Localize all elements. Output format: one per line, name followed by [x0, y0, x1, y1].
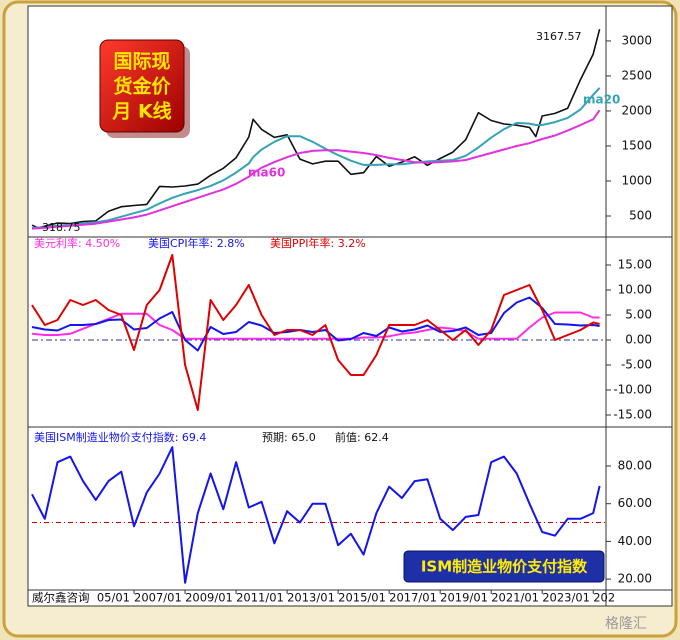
series-line	[31, 254, 600, 411]
y-tick-label: 40.00	[618, 534, 652, 548]
series-line	[31, 87, 601, 229]
series-line	[31, 109, 601, 230]
y-tick-label: 500	[629, 208, 652, 222]
y-tick-label: -10.00	[613, 383, 652, 397]
y-tick-label: 60.00	[618, 496, 652, 510]
annotation: 318.75	[42, 221, 81, 234]
y-tick-label: 80.00	[618, 459, 652, 473]
y-tick-label: 0.00	[625, 333, 652, 347]
legend-label: 美国PPI年率: 3.2%	[270, 236, 366, 250]
x-tick-label: 2017/01	[389, 591, 437, 605]
legend-label: ma60	[248, 166, 285, 180]
footer-bg	[29, 591, 93, 605]
x-tick-label: 05/01	[97, 591, 130, 605]
x-tick-label: 2021/01	[491, 591, 539, 605]
label-box	[403, 550, 605, 583]
annotation: 3167.57	[536, 30, 582, 43]
label-box-text: ISM制造业物价支付指数	[421, 558, 588, 576]
y-tick-label: -5.00	[621, 358, 652, 372]
chart-title: 货金价	[113, 75, 171, 98]
y-tick-label: 1500	[621, 138, 652, 152]
annotation: 预期: 65.0	[262, 431, 316, 444]
y-tick-label: 1000	[621, 173, 652, 187]
footer: 威尔鑫咨询	[32, 591, 90, 605]
legend-label: 美国ISM制造业物价支付指数: 69.4	[34, 430, 206, 444]
x-tick-label: 2019/01	[440, 591, 488, 605]
legend-label: 美元利率: 4.50%	[34, 236, 120, 250]
annotation: 前值: 62.4	[335, 430, 389, 444]
title-bg	[99, 39, 185, 133]
x-tick-label: 2007/01	[134, 591, 182, 605]
y-tick-label: 15.00	[618, 258, 652, 272]
chart-title: 月 K线	[111, 100, 171, 123]
legend-label: 美国CPI年率: 2.8%	[148, 236, 245, 250]
x-tick-label: 2011/01	[236, 591, 284, 605]
y-tick-label: -15.00	[613, 408, 652, 422]
series-line	[31, 311, 600, 340]
y-tick-label: 2000	[621, 103, 652, 117]
x-tick-label: 2015/01	[338, 591, 386, 605]
series-line	[31, 446, 601, 584]
x-tick-label: 2009/01	[185, 591, 233, 605]
title-box: 国际现 货金价 月 K线	[99, 39, 190, 138]
x-tick-label: 2023/01	[542, 591, 590, 605]
x-tick-label: 202	[593, 591, 615, 605]
x-tick-label: 2013/01	[287, 591, 335, 605]
y-tick-label: 10.00	[618, 283, 652, 297]
y-tick-label: 3000	[621, 33, 652, 47]
legend-label: ma20	[583, 93, 620, 107]
series-line	[31, 29, 601, 229]
y-tick-label: 2500	[621, 68, 652, 82]
watermark: 格隆汇	[605, 616, 647, 632]
y-tick-label: 5.00	[625, 308, 652, 322]
y-tick-label: 20.00	[618, 572, 652, 586]
chart-title: 国际现	[113, 51, 170, 73]
